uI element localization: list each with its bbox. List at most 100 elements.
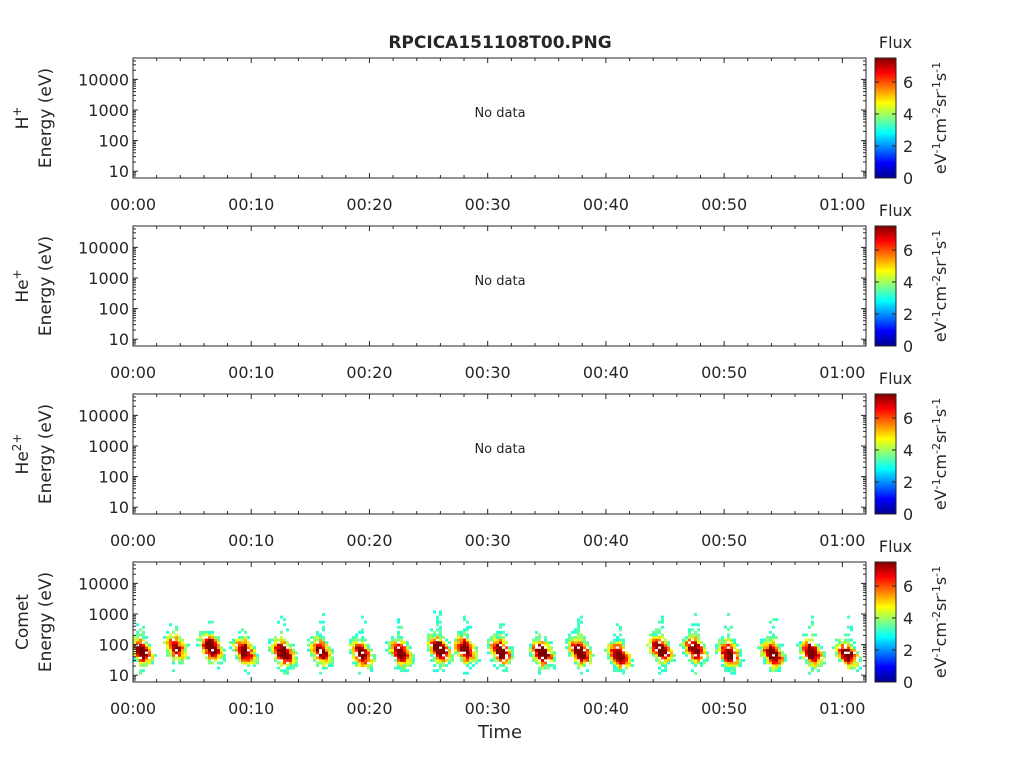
heatmap-cell [736,653,739,657]
heatmap-cell [463,618,466,622]
heatmap-cell [811,633,814,637]
heatmap-cell [373,656,376,660]
heatmap-cell [286,656,289,660]
colorbar [874,225,897,347]
heatmap-cell [814,653,817,657]
heatmap-cell [445,651,448,655]
heatmap-cell [409,661,412,665]
heatmap-cell [844,653,847,657]
heatmap-cell [619,656,622,660]
heatmap-cell [685,648,688,652]
heatmap-cell [613,646,616,650]
heatmap-cell [811,646,814,650]
heatmap-cell [577,641,580,645]
heatmap-cell [688,646,691,650]
heatmap-cell [721,641,724,645]
heatmap-cell [724,669,727,673]
heatmap-cell [655,636,658,639]
heatmap-cell [502,656,505,660]
heatmap-cell [832,646,835,650]
heatmap-cell [370,664,373,667]
heatmap-cell [388,648,391,652]
heatmap-cell [493,636,496,639]
heatmap-cell [397,638,400,642]
heatmap-cell [850,648,853,652]
heatmap-cell [505,659,508,662]
heatmap-cell [292,666,295,670]
heatmap-cell [289,651,292,655]
y-axis-label: Energy (eV) [36,68,56,168]
heatmap-cell [496,643,499,647]
heatmap-cell [505,661,508,665]
heatmap-cell [172,651,175,655]
heatmap-cell [700,651,703,655]
heatmap-cell [655,656,658,660]
heatmap-cell [502,651,505,655]
species-label: Comet [13,594,33,650]
heatmap-cell [820,664,823,667]
heatmap-cell [844,648,847,652]
heatmap-cell [817,648,820,652]
heatmap-cell [445,646,448,650]
heatmap-cell [331,648,334,652]
heatmap-cell [775,659,778,662]
heatmap-cell [244,636,247,639]
heatmap-cell [172,630,175,634]
heatmap-cell [730,656,733,660]
heatmap-cell [820,653,823,657]
heatmap-cell [394,651,397,655]
heatmap-cell [691,641,694,645]
heatmap-cell [727,659,730,662]
heatmap-cell [586,651,589,655]
heatmap-cell [403,641,406,645]
heatmap-cell [349,638,352,642]
heatmap-cell [238,651,241,655]
heatmap-cell [439,610,442,614]
heatmap-cell [778,656,781,660]
heatmap-cell [217,636,220,639]
heatmap-cell [628,661,631,665]
heatmap-cell [316,636,319,639]
heatmap-cell [688,643,691,647]
heatmap-cell [766,648,769,652]
heatmap-cell [139,653,142,657]
heatmap-cell [202,638,205,642]
heatmap-cell [763,656,766,660]
heatmap-cell [697,656,700,660]
heatmap-cell [406,656,409,660]
heatmap-cell [652,633,655,637]
heatmap-cell [460,636,463,639]
heatmap-cell [574,646,577,650]
heatmap-cell [655,628,658,632]
heatmap-cell [763,661,766,665]
heatmap-cell [457,648,460,652]
heatmap-cell [502,648,505,652]
heatmap-cell [811,656,814,660]
heatmap-cell [211,630,214,634]
heatmap-cell [322,648,325,652]
heatmap-cell [499,623,502,627]
heatmap-cell [661,648,664,652]
heatmap-cell [274,651,277,655]
heatmap-cell [505,669,508,673]
colorbar-title: Flux [879,33,912,52]
heatmap-cell [685,653,688,657]
heatmap-cell [229,646,232,650]
heatmap-cell [721,664,724,667]
heatmap-cell [607,656,610,660]
heatmap-cell [142,636,145,639]
heatmap-cell [613,659,616,662]
heatmap-cell [175,641,178,645]
heatmap-cell [730,641,733,645]
heatmap-cell [427,643,430,647]
heatmap-cell [586,656,589,660]
heatmap-cell [622,653,625,657]
heatmap-cell [694,659,697,662]
heatmap-cell [268,638,271,642]
heatmap-cell [391,646,394,650]
heatmap-cell [820,659,823,662]
heatmap-cell [490,638,493,642]
heatmap-cell [136,656,139,660]
heatmap-cell [775,664,778,667]
